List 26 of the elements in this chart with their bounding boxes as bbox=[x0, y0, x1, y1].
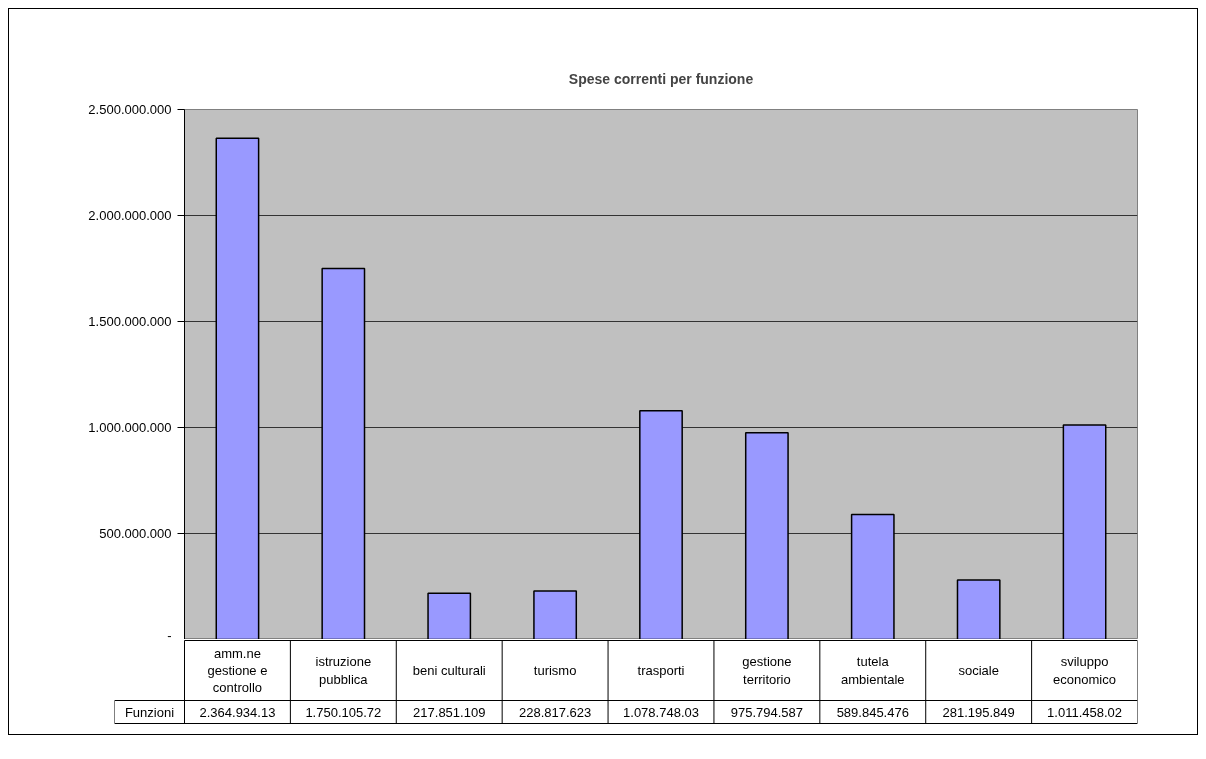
data-label: 281.195.849 bbox=[942, 704, 1015, 720]
y-tick-label: 500.000.000 bbox=[99, 526, 172, 541]
y-tick-label: 1.000.000.000 bbox=[88, 420, 172, 435]
data-label: 217.851.109 bbox=[413, 704, 486, 720]
x-tick-label: tutela ambientale bbox=[840, 654, 905, 687]
y-tick-label: - bbox=[167, 627, 172, 643]
data-label: 975.794.587 bbox=[730, 704, 804, 720]
data-label: 589.845.476 bbox=[836, 704, 909, 720]
x-tick-label: gestione territorio bbox=[742, 654, 792, 687]
data-label: 1.011.458.02 bbox=[1047, 704, 1123, 720]
data-label: 1.750.105.72 bbox=[305, 704, 382, 720]
legend-label: Funzioni bbox=[124, 704, 175, 720]
data-label: 1.078.748.03 bbox=[623, 704, 699, 720]
x-tick-label: sviluppo economico bbox=[1053, 654, 1116, 687]
x-tick-label: sociale bbox=[958, 663, 999, 678]
y-tick-label: 2.000.000.000 bbox=[88, 208, 172, 223]
y-tick-label: 2.500.000.000 bbox=[88, 102, 172, 117]
data-label: 228.817.623 bbox=[518, 704, 592, 720]
x-tick-label: amm.ne gestione e controllo bbox=[207, 645, 268, 696]
x-tick-label: trasporti bbox=[637, 663, 685, 678]
data-label: 2.364.934.13 bbox=[199, 704, 276, 720]
y-tick-label: 1.500.000.000 bbox=[88, 314, 172, 329]
x-tick-label: turismo bbox=[533, 663, 577, 678]
x-tick-label: beni culturali bbox=[412, 663, 486, 678]
x-tick-label: istruzione pubblica bbox=[315, 654, 372, 687]
chart-title: Spese correnti per funzione bbox=[568, 71, 754, 87]
